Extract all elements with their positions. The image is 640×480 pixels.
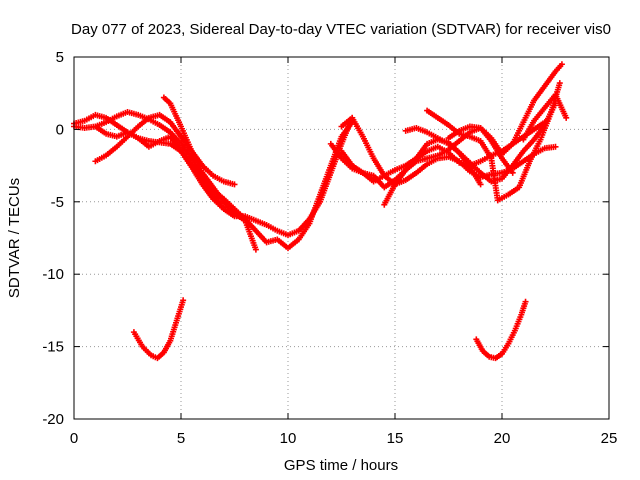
data-point (509, 169, 516, 176)
x-tick-label: 25 (601, 430, 618, 447)
series-arc-o (473, 298, 529, 362)
x-tick-label: 0 (70, 430, 78, 447)
y-tick-label: 5 (56, 49, 64, 66)
y-tick-label: 0 (56, 121, 64, 138)
series-arc-m (520, 91, 570, 143)
data-point (180, 297, 187, 304)
y-tick-label: -20 (42, 411, 64, 428)
x-tick-label: 5 (177, 430, 185, 447)
series-arc-j (402, 100, 559, 185)
data-point (522, 298, 529, 305)
axis-ticks: 0 5 10 15 20 25 5 0 -5 -10 -15 -20 (42, 49, 617, 447)
series-arc-e (160, 94, 259, 253)
x-tick-label: 15 (387, 430, 404, 447)
series-arc-n (130, 297, 187, 362)
y-tick-label: -15 (42, 339, 64, 356)
x-tick-label: 10 (280, 430, 297, 447)
y-axis-label: SDTVAR / TECUs (6, 178, 23, 298)
y-tick-label: -5 (51, 194, 64, 211)
data-point (552, 143, 559, 150)
data-point (252, 246, 259, 253)
series-arc-l (445, 61, 565, 158)
series-arc-b (71, 109, 356, 252)
data-point (477, 181, 484, 188)
data-point (556, 80, 563, 87)
data-points (71, 61, 570, 362)
data-point (558, 61, 565, 68)
data-point (563, 114, 570, 121)
x-axis-label: GPS time / hours (284, 457, 398, 474)
chart-title: Day 077 of 2023, Sidereal Day-to-day VTE… (71, 21, 611, 38)
series-arc-d (92, 123, 249, 223)
plot-frame (73, 56, 610, 420)
x-tick-label: 20 (494, 430, 511, 447)
series-arc-k (424, 80, 563, 204)
y-tick-label: -10 (42, 266, 64, 283)
data-point (231, 181, 238, 188)
